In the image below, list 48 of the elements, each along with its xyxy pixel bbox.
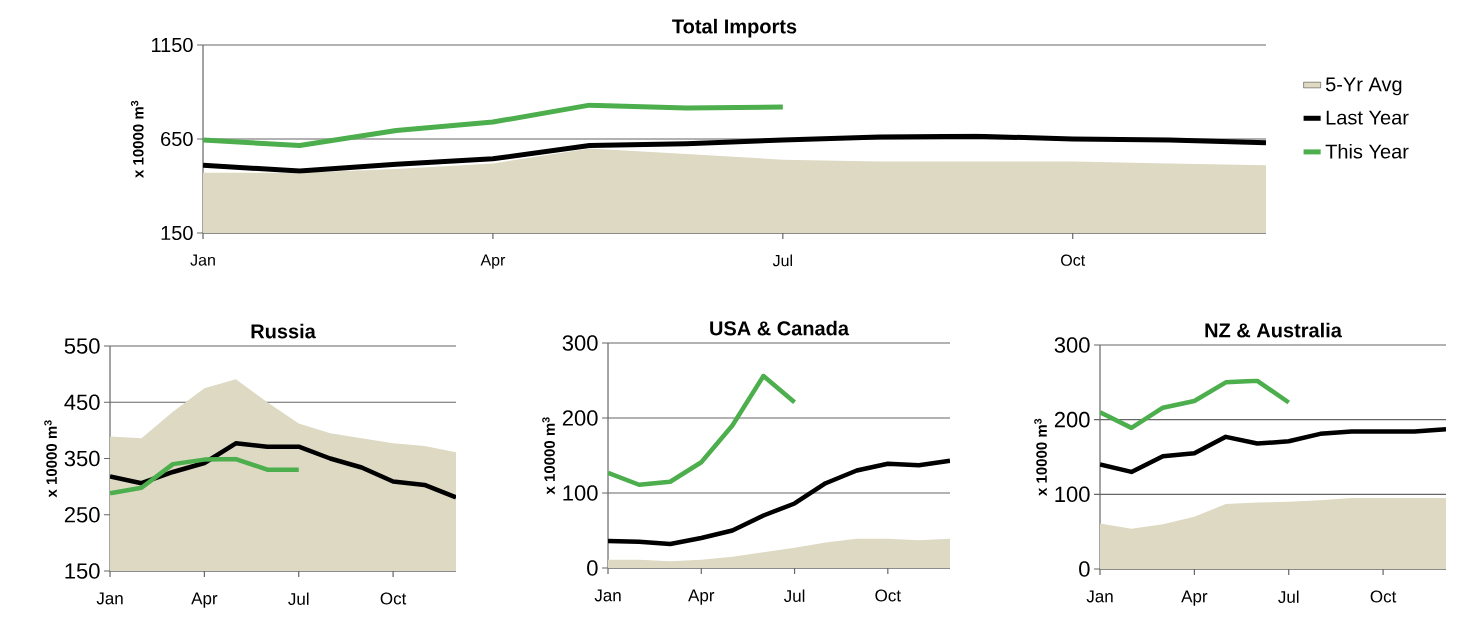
x-tick-label: Jul bbox=[288, 592, 309, 606]
legend-label: This Year bbox=[1325, 143, 1409, 159]
y-tick-label: 200 bbox=[562, 410, 598, 426]
x-tick-label: Jan bbox=[1086, 590, 1113, 603]
y-tick-label: 150 bbox=[65, 563, 100, 579]
x-tick-label: Oct bbox=[1061, 254, 1086, 266]
x-tick-label: Jan bbox=[594, 589, 621, 602]
y-axis-title: x 10000 m$^{3}$ bbox=[1034, 418, 1047, 496]
legend-label: Last Year bbox=[1326, 110, 1409, 125]
x-tick-label: Apr bbox=[1181, 590, 1208, 606]
line-series bbox=[608, 373, 797, 487]
chart-title: Total Imports bbox=[672, 18, 797, 38]
y-tick-label: 100 bbox=[1055, 486, 1090, 503]
x-tick-label: Oct bbox=[380, 592, 407, 605]
x-tick-label: Jan bbox=[190, 254, 215, 266]
y-tick-label: 150 bbox=[161, 225, 193, 241]
line-series bbox=[1100, 378, 1291, 431]
y-tick-label: 450 bbox=[64, 394, 100, 411]
x-tick-label: Jul bbox=[1278, 590, 1299, 604]
y-tick-label: 650 bbox=[161, 131, 193, 147]
x-tick-label: Oct bbox=[1370, 590, 1397, 603]
y-tick-label: 100 bbox=[563, 485, 598, 501]
y-tick-label: 250 bbox=[64, 506, 100, 523]
x-tick-label: Jan bbox=[96, 592, 123, 605]
line-series bbox=[110, 441, 457, 500]
x-tick-label: Apr bbox=[480, 254, 506, 269]
y-tick-label: 0 bbox=[587, 560, 598, 576]
y-tick-label: 300 bbox=[562, 335, 598, 351]
y-tick-label: 550 bbox=[64, 338, 100, 354]
x-tick-label: Jul bbox=[772, 254, 792, 267]
chart-title: USA & Canada bbox=[710, 320, 850, 336]
y-tick-label: 350 bbox=[64, 450, 100, 467]
x-tick-label: Oct bbox=[875, 589, 901, 602]
chart-title: Russia bbox=[251, 323, 316, 339]
chart-title: NZ & Australia bbox=[1205, 322, 1343, 338]
x-tick-label: Apr bbox=[688, 589, 715, 605]
y-tick-label: 300 bbox=[1054, 337, 1090, 353]
legend-label: 5-Yr Avg bbox=[1325, 77, 1402, 96]
y-axis-title: x 10000 m$^{3}$ bbox=[542, 417, 555, 495]
x-tick-label: Jul bbox=[783, 589, 805, 603]
y-axis-title: x 10000 m$^{3}$ bbox=[130, 100, 144, 178]
y-tick-label: 200 bbox=[1054, 411, 1090, 428]
y-axis-title: x 10000 m$^{3}$ bbox=[44, 420, 57, 498]
line-series bbox=[110, 456, 301, 496]
y-tick-label: 1150 bbox=[152, 37, 193, 53]
line-series bbox=[608, 458, 951, 547]
x-tick-label: Apr bbox=[191, 592, 218, 608]
y-tick-label: 0 bbox=[1079, 561, 1090, 577]
